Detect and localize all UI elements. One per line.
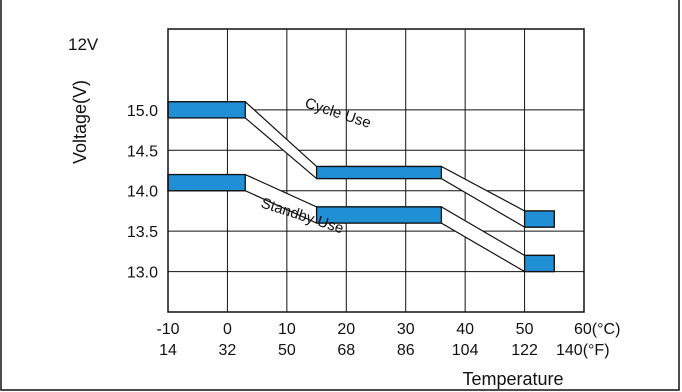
y-axis-label: Voltage(V) (70, 80, 90, 164)
bands (167, 101, 555, 273)
x-tick-label-celsius: 40 (456, 321, 474, 338)
x-tick-label-celsius: 50 (516, 321, 534, 338)
y-tick-label: 13.0 (127, 265, 158, 282)
cycle-use-range-block (523, 210, 555, 228)
y-tick-label: 14.5 (127, 143, 158, 160)
ticks: 15.0 14.5 14.0 13.5 13.0 -10 14 0 32 10 50 20 68 30 86… (127, 103, 621, 359)
battery-label: 12V (68, 35, 99, 54)
cycle-use-range-block (315, 165, 443, 180)
x-tick-label-fahrenheit: 14 (159, 342, 177, 359)
cycle-use-range-block (167, 101, 246, 119)
x-tick-label-fahrenheit: 140(°F) (556, 342, 610, 359)
x-tick-label-fahrenheit: 50 (278, 342, 296, 359)
x-tick-label-fahrenheit: 122 (511, 342, 538, 359)
x-tick-label-celsius: 20 (337, 321, 355, 338)
plot-area (167, 28, 585, 313)
x-tick-label-celsius: 10 (278, 321, 296, 338)
x-tick-label-fahrenheit: 32 (219, 342, 237, 359)
x-tick-label-fahrenheit: 104 (452, 342, 479, 359)
y-tick-label: 15.0 (127, 103, 158, 120)
x-tick-label-celsius: 30 (397, 321, 415, 338)
x-tick-label-celsius: 0 (223, 321, 232, 338)
x-axis-label: Temperature (462, 369, 563, 389)
standby-use-range-block (315, 206, 443, 224)
standby-use-range-block (523, 254, 555, 273)
x-tick-label-celsius: -10 (156, 321, 179, 338)
standby-use-range-block (167, 173, 246, 192)
y-tick-label: 14.0 (127, 184, 158, 201)
x-tick-label-celsius: 60(°C) (574, 321, 620, 338)
x-tick-label-fahrenheit: 68 (337, 342, 355, 359)
x-tick-label-fahrenheit: 86 (397, 342, 415, 359)
y-tick-label: 13.5 (127, 224, 158, 241)
